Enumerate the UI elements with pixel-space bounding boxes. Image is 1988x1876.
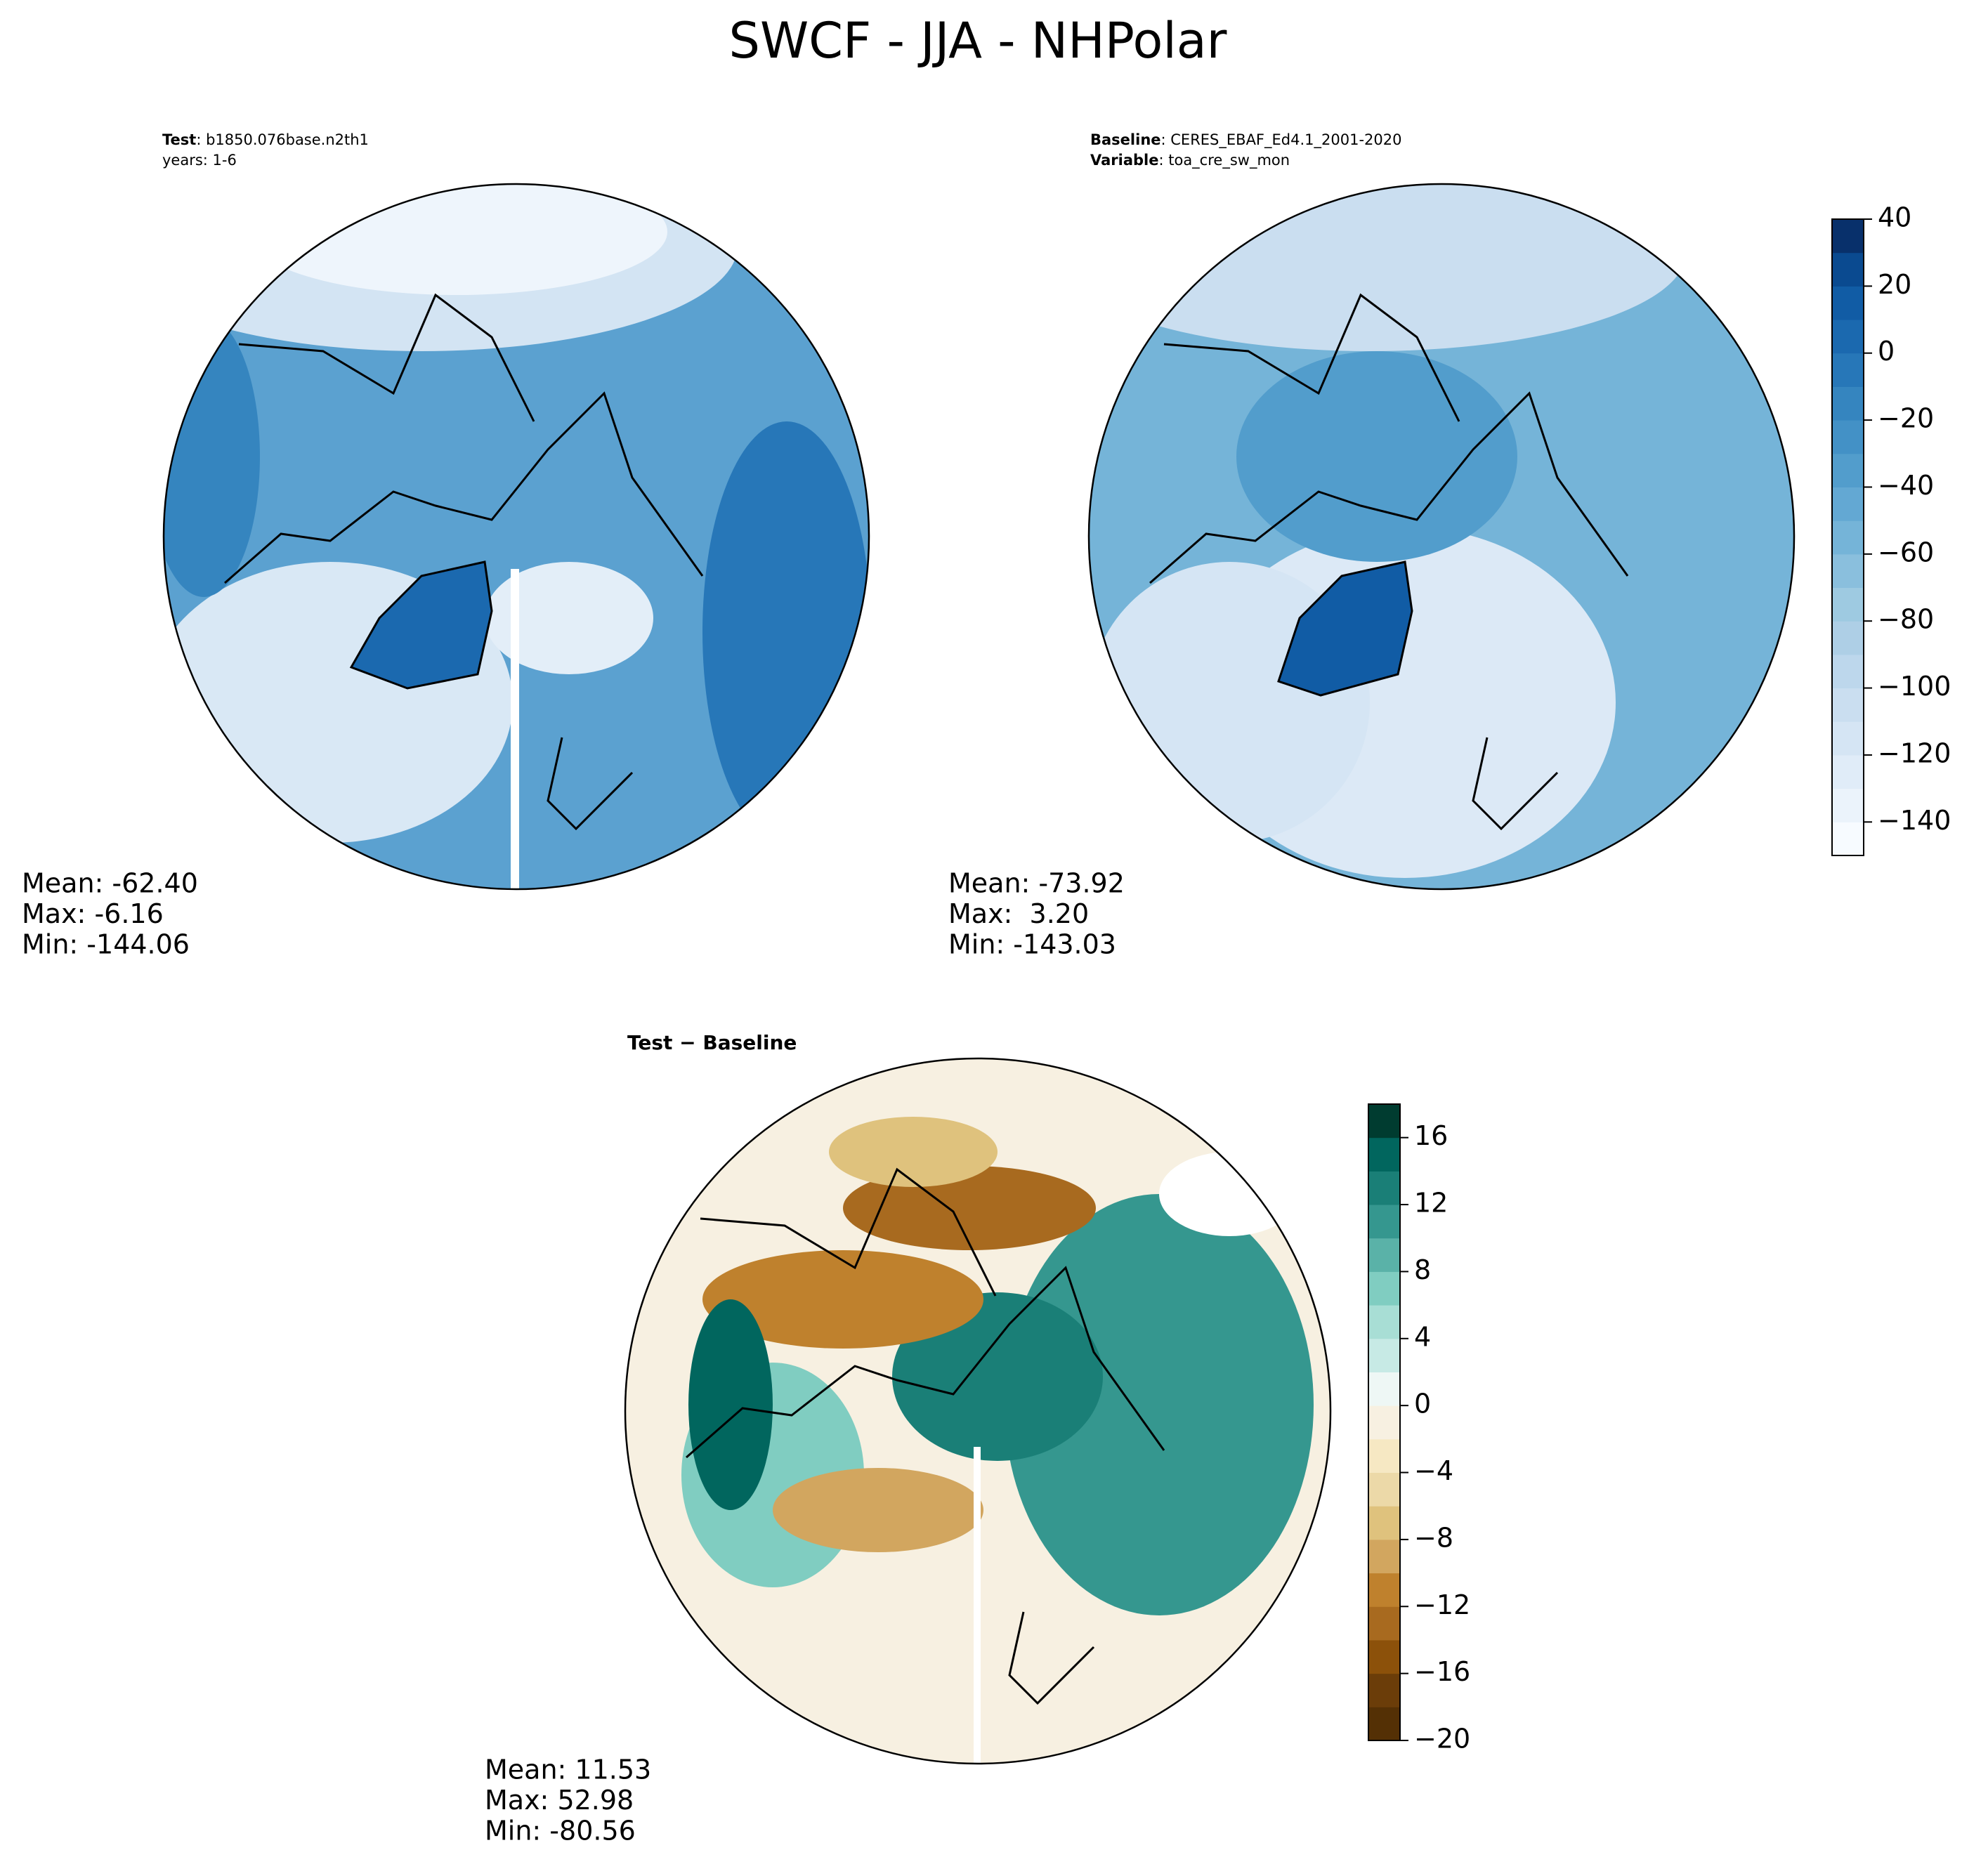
- colorbar-band: [1368, 1707, 1400, 1741]
- colorbar-band: [1368, 1171, 1400, 1205]
- header-text: : toa_cre_sw_mon: [1158, 152, 1290, 169]
- colorbar-band: [1832, 520, 1864, 555]
- colorbar-band: [1368, 1372, 1400, 1406]
- colorbar-tick-label: 0: [1878, 336, 1895, 367]
- panel-header: Test: b1850.076base.n2th1: [162, 131, 369, 148]
- colorbar-frame: [1831, 218, 1864, 856]
- colorbar-tick-label: −100: [1878, 671, 1951, 702]
- colorbar-band: [1368, 1104, 1400, 1139]
- panel-header: Baseline: CERES_EBAF_Ed4.1_2001-2020: [1090, 131, 1401, 149]
- colorbar-band: [1832, 252, 1864, 287]
- colorbar-tick-label: −120: [1878, 737, 1951, 768]
- header-text: : CERES_EBAF_Ed4.1_2001-2020: [1161, 131, 1402, 149]
- colorbar-band: [1368, 1506, 1400, 1540]
- header-text: : b1850.076base.n2th1: [196, 131, 369, 148]
- colorbar-tick-label: −80: [1878, 604, 1934, 635]
- stat-text: Mean: 11.53: [485, 1754, 651, 1785]
- colorbar-tick-label: −20: [1878, 403, 1934, 434]
- colorbar-band: [1368, 1472, 1400, 1507]
- colorbar-tick-label: −140: [1878, 805, 1951, 836]
- colorbar-band: [1832, 754, 1864, 789]
- coastline: [224, 293, 704, 831]
- header-text: years: 1-6: [162, 152, 237, 169]
- colorbar-band: [1832, 553, 1864, 589]
- colorbar-tick-label: 0: [1414, 1389, 1431, 1419]
- stat-text: Max: 3.20: [948, 898, 1089, 929]
- colorbar-band: [1368, 1338, 1400, 1372]
- stat-text: Max: 52.98: [485, 1785, 634, 1816]
- colorbar-tick-label: −20: [1414, 1724, 1470, 1754]
- header-label: Variable: [1090, 152, 1158, 169]
- colorbar-band: [1368, 1405, 1400, 1440]
- colorbar-band: [1368, 1606, 1400, 1641]
- colorbar-band: [1368, 1438, 1400, 1474]
- colorbar-tick-label: 12: [1414, 1188, 1448, 1219]
- map-border: [162, 183, 870, 891]
- map-baseline: [1089, 184, 1794, 889]
- stat-text: Min: -80.56: [485, 1816, 636, 1847]
- map-difference: [625, 1058, 1330, 1764]
- coastline: [1149, 293, 1629, 831]
- colorbar-band: [1832, 788, 1864, 822]
- map-border: [1087, 183, 1796, 891]
- colorbar-tick-label: 40: [1878, 202, 1911, 233]
- colorbar-tick-label: 4: [1414, 1321, 1431, 1352]
- colorbar-tick-label: 16: [1414, 1120, 1448, 1151]
- colorbar-band: [1368, 1673, 1400, 1707]
- colorbar-band: [1368, 1573, 1400, 1607]
- colorbar-band: [1832, 386, 1864, 421]
- colorbar-frame: [1368, 1103, 1401, 1741]
- colorbar-band: [1832, 420, 1864, 454]
- colorbar-band: [1832, 487, 1864, 521]
- colorbar-band: [1832, 219, 1864, 254]
- header-label: Test: [162, 131, 196, 148]
- stat-text: Mean: -62.40: [22, 868, 198, 899]
- header-label: Test − Baseline: [627, 1031, 797, 1054]
- stat-text: Min: -144.06: [22, 929, 190, 960]
- map-test: [164, 184, 869, 889]
- panel-header: years: 1-6: [162, 152, 237, 169]
- colorbar-band: [1832, 621, 1864, 655]
- colorbar-tick-label: 8: [1414, 1254, 1431, 1285]
- stat-text: Max: -6.16: [22, 898, 164, 929]
- colorbar-tick-label: −60: [1878, 537, 1934, 568]
- colorbar-band: [1368, 1539, 1400, 1574]
- stat-text: Min: -143.03: [948, 929, 1116, 960]
- colorbar-band: [1368, 1271, 1400, 1306]
- colorbar-band: [1832, 654, 1864, 689]
- header-label: Baseline: [1090, 131, 1161, 148]
- colorbar-band: [1368, 1205, 1400, 1239]
- colorbar-tick-label: −12: [1414, 1589, 1470, 1620]
- colorbar-band: [1832, 453, 1864, 487]
- colorbar-band: [1368, 1639, 1400, 1674]
- colorbar-tick-label: −8: [1414, 1522, 1453, 1553]
- colorbar-band: [1832, 822, 1864, 856]
- colorbar-tick-label: −4: [1414, 1455, 1453, 1486]
- colorbar-band: [1832, 353, 1864, 387]
- colorbar-tick-label: −40: [1878, 470, 1934, 501]
- coastline: [686, 1167, 1165, 1705]
- colorbar-band: [1832, 721, 1864, 756]
- panel-header: Variable: toa_cre_sw_mon: [1090, 152, 1290, 169]
- colorbar-band: [1368, 1305, 1400, 1339]
- colorbar-band: [1832, 587, 1864, 622]
- colorbar-tick-label: 20: [1878, 269, 1911, 300]
- stat-text: Mean: -73.92: [948, 868, 1125, 899]
- colorbar-tick-label: −16: [1414, 1656, 1470, 1687]
- colorbar-band: [1832, 320, 1864, 354]
- colorbar-band: [1368, 1238, 1400, 1272]
- colorbar-band: [1832, 286, 1864, 320]
- colorbar-band: [1368, 1137, 1400, 1172]
- colorbar-band: [1832, 688, 1864, 722]
- figure-title: SWCF - JJA - NHPolar: [729, 12, 1227, 70]
- map-border: [624, 1057, 1332, 1765]
- panel-header: Test − Baseline: [627, 1031, 797, 1054]
